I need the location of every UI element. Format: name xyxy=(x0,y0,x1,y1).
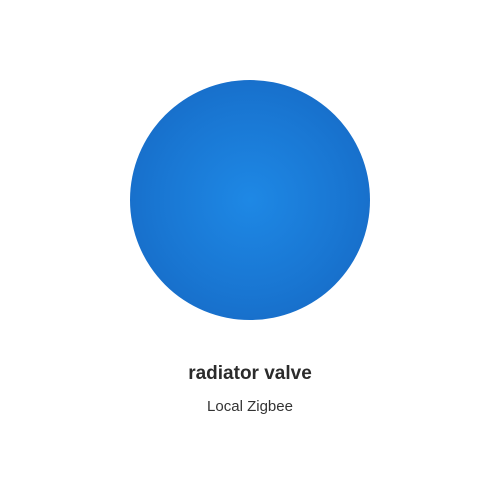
device-status-orb-icon xyxy=(130,80,370,320)
device-integration-label: Local Zigbee xyxy=(207,398,293,415)
device-name: radiator valve xyxy=(188,363,312,384)
